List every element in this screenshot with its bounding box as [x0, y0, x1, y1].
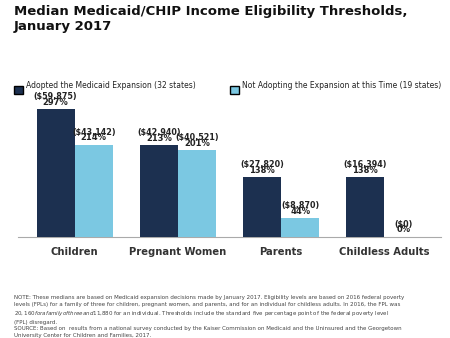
Bar [281, 218, 319, 237]
Bar [36, 109, 75, 237]
Text: 213%: 213% [146, 134, 172, 143]
Text: Median Medicaid/CHIP Income Eligibility Thresholds,
January 2017: Median Medicaid/CHIP Income Eligibility … [14, 5, 407, 32]
Text: 138%: 138% [249, 166, 275, 175]
Text: 297%: 297% [43, 98, 68, 107]
Text: ($40,521): ($40,521) [175, 134, 219, 142]
Text: 0%: 0% [396, 225, 410, 235]
Bar [346, 177, 384, 237]
Text: ($8,870): ($8,870) [281, 201, 320, 210]
Text: ($43,142): ($43,142) [72, 128, 116, 137]
Text: 201%: 201% [184, 139, 210, 148]
Bar [178, 150, 216, 237]
Text: 138%: 138% [352, 166, 378, 175]
Bar [243, 177, 281, 237]
Text: NOTE: These medians are based on Medicaid expansion decisions made by January 20: NOTE: These medians are based on Medicai… [14, 295, 404, 338]
Text: 214%: 214% [81, 134, 107, 142]
Text: ($0): ($0) [394, 220, 413, 229]
Text: ($16,394): ($16,394) [343, 161, 387, 169]
Bar [140, 145, 178, 237]
Text: ($42,940): ($42,940) [137, 128, 180, 137]
Text: ($27,820): ($27,820) [240, 161, 284, 169]
Text: 44%: 44% [290, 207, 310, 216]
Bar [75, 145, 113, 237]
Text: Not Adopting the Expansion at this Time (19 states): Not Adopting the Expansion at this Time … [242, 80, 441, 90]
Text: ($59,875): ($59,875) [34, 92, 77, 101]
Text: Adopted the Medicaid Expansion (32 states): Adopted the Medicaid Expansion (32 state… [26, 80, 195, 90]
